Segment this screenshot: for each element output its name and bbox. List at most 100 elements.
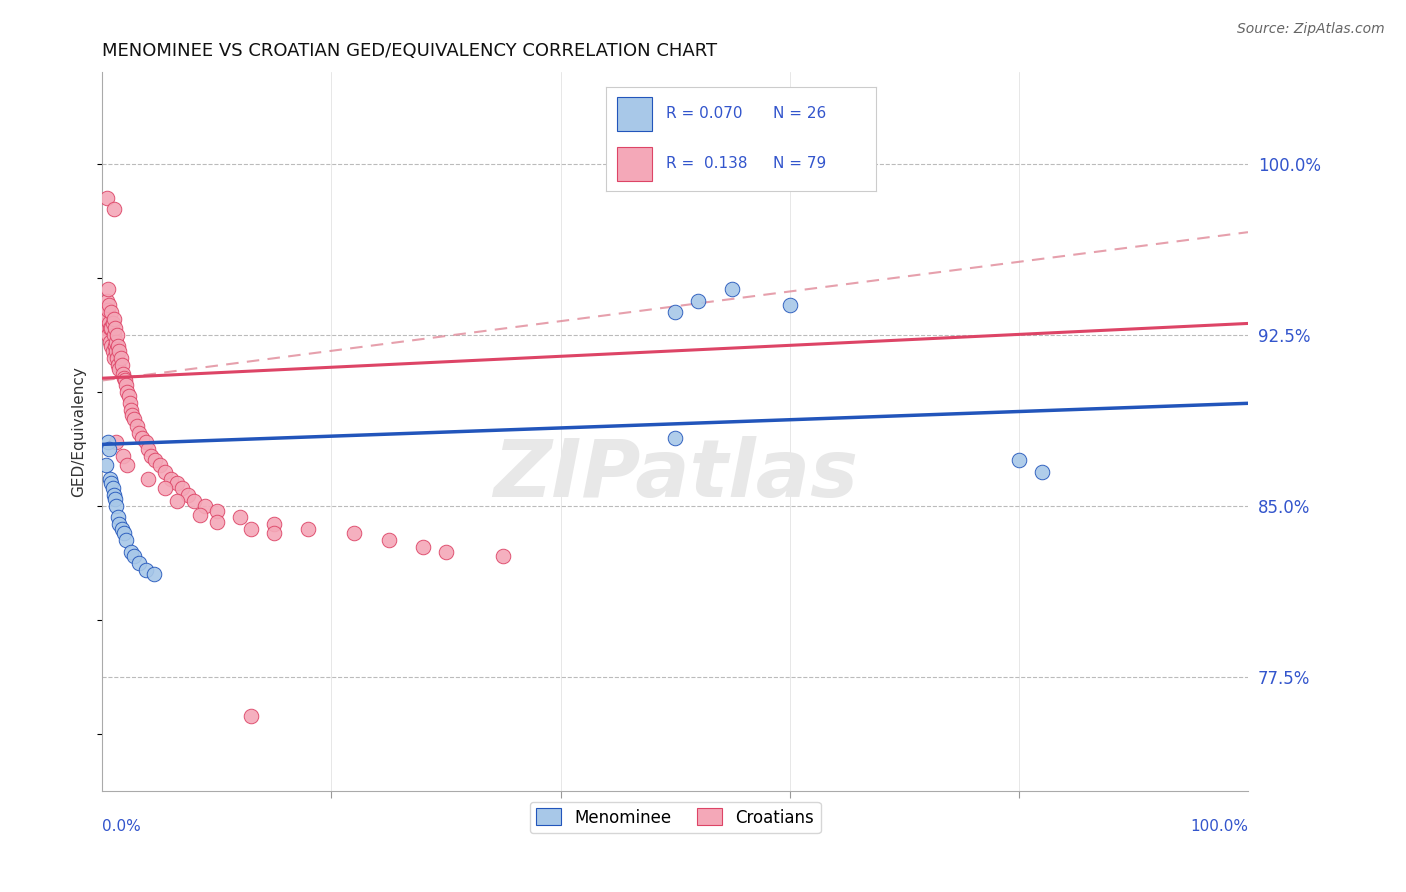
Point: [98, 298, 121, 312]
Point: [104, 492, 127, 507]
Point: [141, 449, 163, 463]
Point: [94, 305, 117, 319]
Point: [107, 510, 129, 524]
Point: [263, 517, 285, 532]
Point: [120, 403, 142, 417]
Text: 100.0%: 100.0%: [1189, 819, 1249, 834]
Point: [128, 425, 150, 440]
Point: [194, 499, 217, 513]
Point: [104, 435, 127, 450]
Point: [377, 533, 399, 548]
Point: [111, 358, 134, 372]
Point: [166, 494, 188, 508]
Point: [104, 334, 127, 349]
Point: [97, 327, 120, 342]
Point: [117, 458, 139, 472]
Point: [121, 408, 143, 422]
Point: [114, 374, 136, 388]
Point: [166, 476, 188, 491]
Point: [96, 191, 118, 205]
Point: [117, 389, 139, 403]
Point: [94, 321, 117, 335]
Point: [98, 321, 121, 335]
Point: [101, 343, 124, 358]
Point: [143, 453, 166, 467]
Y-axis label: GED/Equivalency: GED/Equivalency: [72, 367, 86, 497]
Point: [124, 549, 146, 564]
Point: [136, 442, 159, 456]
Point: [136, 472, 159, 486]
Point: [100, 305, 122, 319]
Point: [103, 327, 125, 342]
Point: [97, 282, 120, 296]
Point: [148, 458, 170, 472]
Point: [228, 510, 250, 524]
Point: [103, 311, 125, 326]
Point: [155, 481, 177, 495]
Text: 0.0%: 0.0%: [103, 819, 141, 834]
Point: [104, 343, 127, 358]
Point: [101, 317, 124, 331]
Text: MENOMINEE VS CROATIAN GED/EQUIVALENCY CORRELATION CHART: MENOMINEE VS CROATIAN GED/EQUIVALENCY CO…: [103, 42, 717, 60]
Point: [97, 302, 120, 317]
Point: [97, 435, 120, 450]
Point: [434, 544, 457, 558]
Point: [188, 508, 211, 522]
Point: [117, 384, 139, 399]
Point: [104, 321, 127, 335]
Point: [108, 362, 131, 376]
Point: [664, 431, 686, 445]
Point: [104, 339, 127, 353]
Point: [98, 334, 121, 349]
Point: [94, 458, 117, 472]
Point: [100, 339, 122, 353]
Point: [343, 526, 366, 541]
Point: [172, 481, 194, 495]
Text: Source: ZipAtlas.com: Source: ZipAtlas.com: [1237, 22, 1385, 37]
Point: [142, 567, 165, 582]
Point: [664, 305, 686, 319]
Point: [160, 472, 183, 486]
Point: [111, 367, 134, 381]
Point: [120, 544, 142, 558]
Text: ZIPatlas: ZIPatlas: [492, 436, 858, 514]
Point: [98, 317, 121, 331]
Point: [110, 351, 132, 365]
Point: [93, 317, 115, 331]
Point: [205, 503, 228, 517]
Point: [124, 412, 146, 426]
Point: [107, 358, 129, 372]
Point: [112, 371, 135, 385]
Point: [111, 522, 134, 536]
Point: [96, 293, 118, 308]
Point: [96, 311, 118, 326]
Point: [98, 472, 121, 486]
Point: [779, 298, 801, 312]
Point: [135, 563, 157, 577]
Point: [412, 540, 434, 554]
Point: [100, 321, 122, 335]
Point: [263, 526, 285, 541]
Point: [1008, 453, 1031, 467]
Point: [1031, 465, 1053, 479]
Point: [104, 499, 127, 513]
Point: [108, 343, 131, 358]
Point: [103, 351, 125, 365]
Point: [128, 556, 150, 570]
Point: [135, 435, 157, 450]
Point: [155, 465, 177, 479]
Point: [721, 282, 744, 296]
Point: [205, 515, 228, 529]
Point: [131, 431, 153, 445]
Point: [108, 517, 131, 532]
Point: [125, 419, 148, 434]
Point: [115, 533, 138, 548]
Point: [105, 351, 128, 365]
Point: [111, 449, 134, 463]
Point: [107, 339, 129, 353]
Point: [492, 549, 515, 564]
Point: [103, 487, 125, 501]
Point: [98, 442, 121, 456]
Point: [101, 481, 124, 495]
Point: [686, 293, 709, 308]
